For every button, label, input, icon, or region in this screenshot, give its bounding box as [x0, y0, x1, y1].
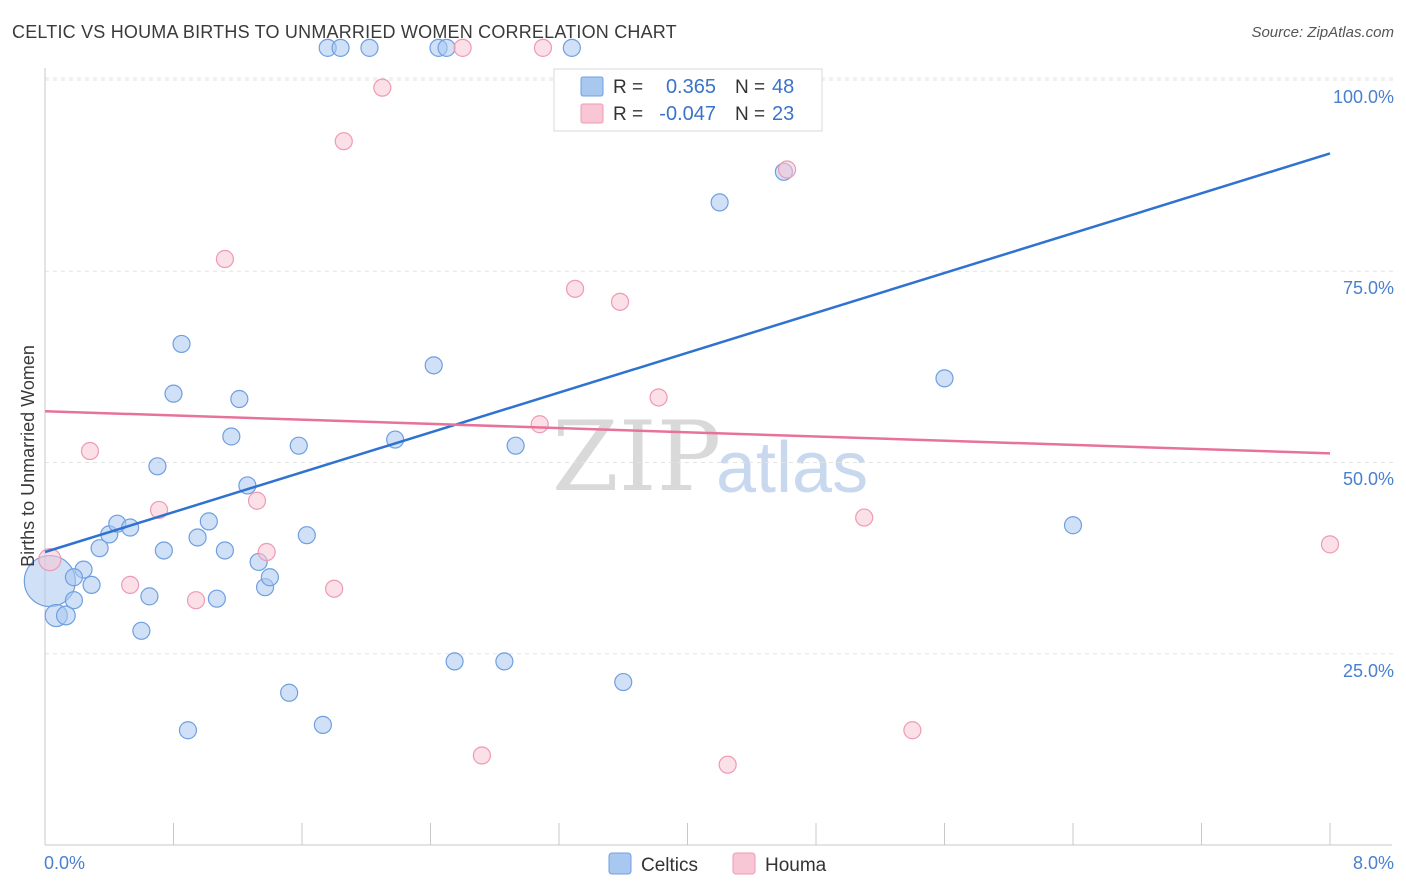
watermark-zip: ZIP [552, 401, 721, 513]
x-tick-label-max: 8.0% [1353, 853, 1394, 873]
point-celtics-27 [280, 683, 299, 702]
point-houma-19 [777, 160, 797, 179]
point-celtics-46 [1063, 516, 1083, 535]
point-houma-1 [80, 441, 100, 461]
y-tick-label-75: 75.0% [1343, 278, 1394, 298]
point-celtics-30 [313, 715, 332, 734]
point-houma-20 [855, 508, 874, 527]
point-celtics-3 [64, 591, 84, 610]
point-celtics-18 [199, 512, 218, 531]
trend-line-houma [44, 409, 1331, 455]
point-celtics-39 [495, 652, 514, 671]
legend-n-value-houma: 23 [772, 103, 794, 125]
point-celtics-42 [614, 672, 633, 692]
point-houma-7 [257, 542, 276, 562]
y-tick-label-50: 50.0% [1343, 469, 1394, 489]
gridlines [45, 77, 1395, 655]
axes [44, 68, 1392, 846]
point-houma-12 [472, 746, 491, 765]
point-celtics-41 [562, 38, 581, 57]
legend-r-label-houma: R = [613, 104, 643, 125]
point-houma-8 [325, 579, 344, 598]
point-celtics-22 [230, 389, 249, 409]
correlation-legend: R = 0.365 N = 48 R = -0.047 N = 23 [553, 68, 823, 132]
point-houma-11 [453, 38, 472, 57]
point-celtics-38 [445, 652, 464, 671]
point-houma-18 [718, 755, 737, 774]
legend-n-value-celtics: 48 [772, 76, 794, 98]
point-celtics-5 [82, 575, 101, 595]
point-houma-21 [903, 721, 922, 740]
point-celtics-45 [935, 369, 954, 388]
watermark-atlas: atlas [716, 428, 868, 508]
point-houma-5 [215, 249, 234, 269]
point-celtics-28 [289, 436, 308, 455]
legend-swatch-houma [580, 103, 604, 124]
legend-n-label-houma: N = [735, 104, 765, 125]
point-celtics-11 [140, 587, 159, 606]
legend-r-value-houma: -0.047 [659, 103, 716, 125]
point-celtics-29 [297, 526, 316, 545]
point-celtics-26 [260, 568, 279, 587]
y-tick-label-25: 25.0% [1343, 661, 1394, 681]
data-points [23, 38, 1340, 774]
point-houma-16 [610, 292, 630, 311]
point-celtics-33 [360, 38, 379, 57]
point-celtics-13 [154, 541, 173, 560]
bottom-legend-swatch-celtics [608, 852, 632, 875]
point-celtics-14 [164, 384, 183, 403]
point-celtics-35 [424, 356, 443, 375]
point-celtics-15 [172, 334, 191, 354]
point-houma-15 [565, 279, 585, 298]
x-tick-label-min: 0.0% [44, 853, 85, 873]
point-houma-9 [334, 132, 353, 151]
point-celtics-2 [55, 605, 76, 626]
point-celtics-47 [64, 568, 84, 587]
trend-lines [44, 152, 1331, 554]
point-houma-22 [1320, 535, 1340, 554]
point-houma-10 [373, 78, 392, 97]
source-label: Source: ZipAtlas.com [1251, 24, 1394, 41]
y-axis-label: Births to Unmarried Women [18, 345, 38, 567]
bottom-legend-swatch-houma [732, 852, 756, 875]
point-celtics-37 [437, 38, 456, 57]
point-houma-2 [121, 575, 140, 595]
point-celtics-20 [215, 541, 234, 560]
point-houma-17 [649, 388, 668, 407]
point-celtics-16 [178, 721, 198, 740]
point-houma-4 [186, 591, 206, 610]
point-celtics-10 [132, 621, 151, 640]
point-houma-13 [530, 415, 549, 434]
legend-r-value-celtics: 0.365 [666, 76, 716, 98]
bottom-legend-label-houma: Houma [765, 855, 827, 876]
legend-swatch-celtics [580, 76, 604, 97]
point-celtics-17 [188, 528, 207, 547]
chart-title: CELTIC VS HOUMA BIRTHS TO UNMARRIED WOME… [12, 22, 677, 42]
point-celtics-12 [148, 457, 167, 476]
point-celtics-21 [222, 427, 241, 446]
point-houma-6 [247, 491, 267, 510]
trend-line-celtics [44, 152, 1331, 554]
point-celtics-6 [90, 539, 109, 558]
y-tick-label-100: 100.0% [1333, 87, 1394, 107]
point-celtics-43 [710, 193, 729, 212]
legend-n-label-celtics: N = [735, 77, 765, 98]
point-houma-14 [533, 38, 553, 57]
legend-r-label-celtics: R = [613, 77, 643, 98]
point-celtics-19 [207, 589, 226, 608]
bottom-legend-label-celtics: Celtics [641, 855, 698, 876]
point-celtics-40 [506, 436, 525, 455]
series-legend: Celtics Houma [608, 852, 827, 876]
point-celtics-32 [331, 38, 350, 57]
point-houma-0 [38, 548, 62, 572]
